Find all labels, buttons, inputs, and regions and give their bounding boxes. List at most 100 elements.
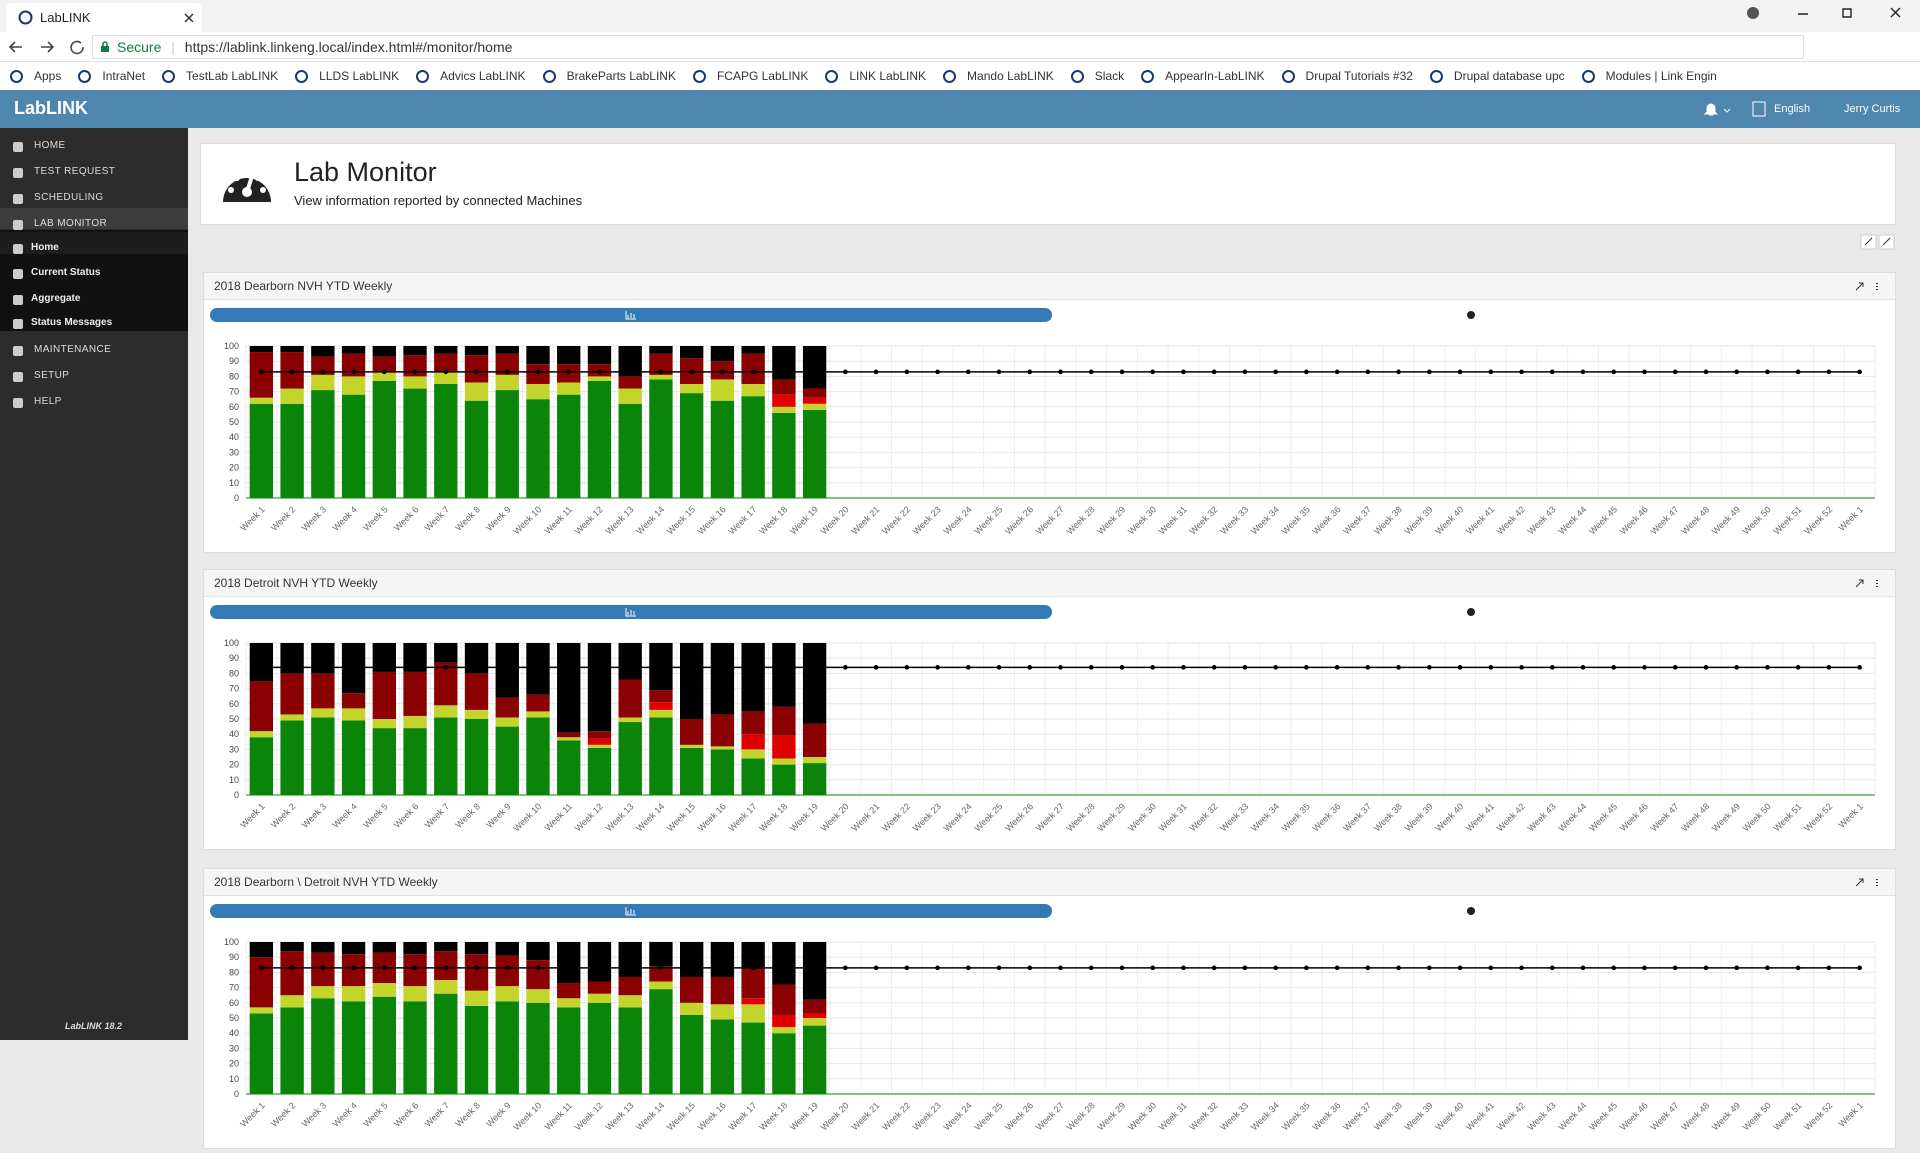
panel-title-bar (204, 273, 1895, 299)
target-point (689, 369, 694, 375)
window-controls[interactable] (1740, 6, 1910, 26)
target-point (781, 965, 787, 971)
bookmark[interactable]: Drupal Tutorials #32 (1281, 69, 1413, 83)
target-point (843, 369, 848, 375)
menu-item[interactable]: HELP (34, 396, 62, 407)
bookmark[interactable]: Drupal database upc (1429, 69, 1565, 83)
bar-segment (464, 719, 489, 795)
info-icon[interactable] (1467, 907, 1475, 915)
bookmark[interactable]: Slack (1070, 69, 1124, 83)
bookmark[interactable]: Apps (10, 69, 61, 83)
browser-tab[interactable]: LabLINK (6, 3, 202, 32)
omnibox[interactable]: Secure | https://lablink.linkeng.local/i… (92, 35, 1804, 59)
bar-segment (434, 353, 458, 372)
x-tick-label: Week 42 (1495, 801, 1527, 833)
x-tick-label: Week 34 (1249, 504, 1281, 536)
nav-buttons[interactable] (8, 39, 88, 55)
x-tick-label: Week 4 (330, 504, 359, 533)
notifications[interactable] (1704, 102, 1734, 118)
menu-item[interactable]: SCHEDULING (34, 192, 104, 203)
x-tick-label: Week 21 (849, 801, 881, 833)
bookmark[interactable]: FCAPG LabLINK (692, 69, 808, 83)
bar-segment (649, 374, 673, 380)
y-tick-label: 60 (229, 699, 239, 709)
panel-title: 2018 Detroit NVH YTD Weekly (214, 576, 378, 590)
info-icon[interactable] (1467, 608, 1475, 616)
submenu-item[interactable]: Status Messages (31, 317, 113, 328)
submenu-item[interactable]: Current Status (31, 267, 101, 278)
bookmark[interactable]: TestLab LabLINK (162, 69, 278, 83)
bar-segment (311, 346, 335, 357)
layout-tools[interactable] (1860, 234, 1896, 250)
target-point (1611, 369, 1617, 375)
target-point (1304, 665, 1309, 670)
menu-item[interactable]: MAINTENANCE (34, 344, 112, 355)
target-point (750, 369, 756, 375)
menu-item[interactable]: HOME (34, 140, 66, 151)
x-tick-label: Week 17 (726, 1100, 758, 1132)
bookmark-icon (692, 69, 706, 83)
x-tick-label: Week 10 (511, 1100, 543, 1132)
target-point (1826, 369, 1832, 375)
bookmark[interactable]: LINK LabLINK (825, 69, 926, 83)
tab-close[interactable] (184, 13, 194, 23)
menu-item[interactable]: TEST REQUEST (34, 166, 116, 177)
panel-title-bar (204, 570, 1895, 596)
x-tick-label: Week 23 (911, 504, 943, 536)
progress-chart-icon (625, 311, 636, 320)
bar-segment (249, 1013, 274, 1094)
bookmark[interactable]: AppearIn-LabLINK (1141, 69, 1265, 83)
x-tick-label: Week 18 (757, 1100, 789, 1132)
bar-segment (772, 942, 796, 985)
bar-segment (710, 379, 735, 401)
bookmark[interactable]: Modules | Link Engin (1581, 69, 1717, 83)
bookmark[interactable]: Advics LabLINK (416, 69, 526, 83)
bar-segment (249, 397, 274, 404)
target-point (289, 965, 295, 971)
bookmark-icon (1429, 69, 1443, 83)
submenu-item[interactable]: Home (31, 242, 59, 253)
language[interactable]: English (1774, 103, 1811, 115)
brand[interactable]: LabLINK (14, 98, 88, 118)
bar-segment (341, 353, 366, 377)
expand-icon[interactable] (1855, 282, 1864, 291)
bookmark-icon (78, 69, 92, 83)
x-tick-label: Week 29 (1095, 504, 1127, 536)
bar-segment (587, 731, 612, 739)
target-point (1795, 369, 1801, 375)
bookmark[interactable]: IntraNet (78, 69, 145, 83)
user-menu[interactable]: Jerry Curtis (1844, 103, 1901, 115)
x-tick-label: Week 44 (1556, 1100, 1588, 1132)
bookmark[interactable]: BrakeParts LabLINK (542, 69, 676, 83)
bookmark[interactable]: LLDS LabLINK (295, 69, 399, 83)
panel-title: 2018 Dearborn NVH YTD Weekly (214, 279, 392, 293)
bar-segment (679, 1002, 704, 1015)
bar-segment (772, 412, 796, 498)
target-point (474, 965, 479, 971)
expand-icon[interactable] (1855, 878, 1864, 887)
x-tick-label: Week 22 (880, 801, 912, 833)
bookmark-label: Drupal Tutorials #32 (1305, 69, 1413, 83)
bar-segment (618, 995, 642, 1008)
page-subtitle: View information reported by connected M… (294, 193, 583, 208)
bar-segment (403, 942, 427, 955)
bar-segment (372, 643, 396, 672)
x-tick-label: Week 52 (1802, 1100, 1834, 1132)
submenu-item[interactable]: Aggregate (31, 293, 81, 304)
bar-segment (557, 942, 581, 984)
bar-segment (311, 390, 335, 498)
x-tick-label: Week 11 (543, 1100, 575, 1132)
target-point (1088, 369, 1094, 375)
x-tick-label: Week 24 (942, 1100, 974, 1132)
x-tick-label: Week 30 (1126, 801, 1158, 833)
expand-icon[interactable] (1855, 579, 1864, 588)
x-tick-label: Week 15 (665, 801, 697, 833)
menu-item[interactable]: LAB MONITOR (34, 218, 108, 229)
info-icon[interactable] (1467, 311, 1475, 319)
target-point (259, 665, 264, 670)
target-point (1119, 369, 1125, 375)
bookmark[interactable]: Mando LabLINK (943, 69, 1054, 83)
target-point (1765, 965, 1770, 971)
x-tick-label: Week 18 (757, 801, 789, 833)
menu-item[interactable]: SETUP (34, 370, 70, 381)
